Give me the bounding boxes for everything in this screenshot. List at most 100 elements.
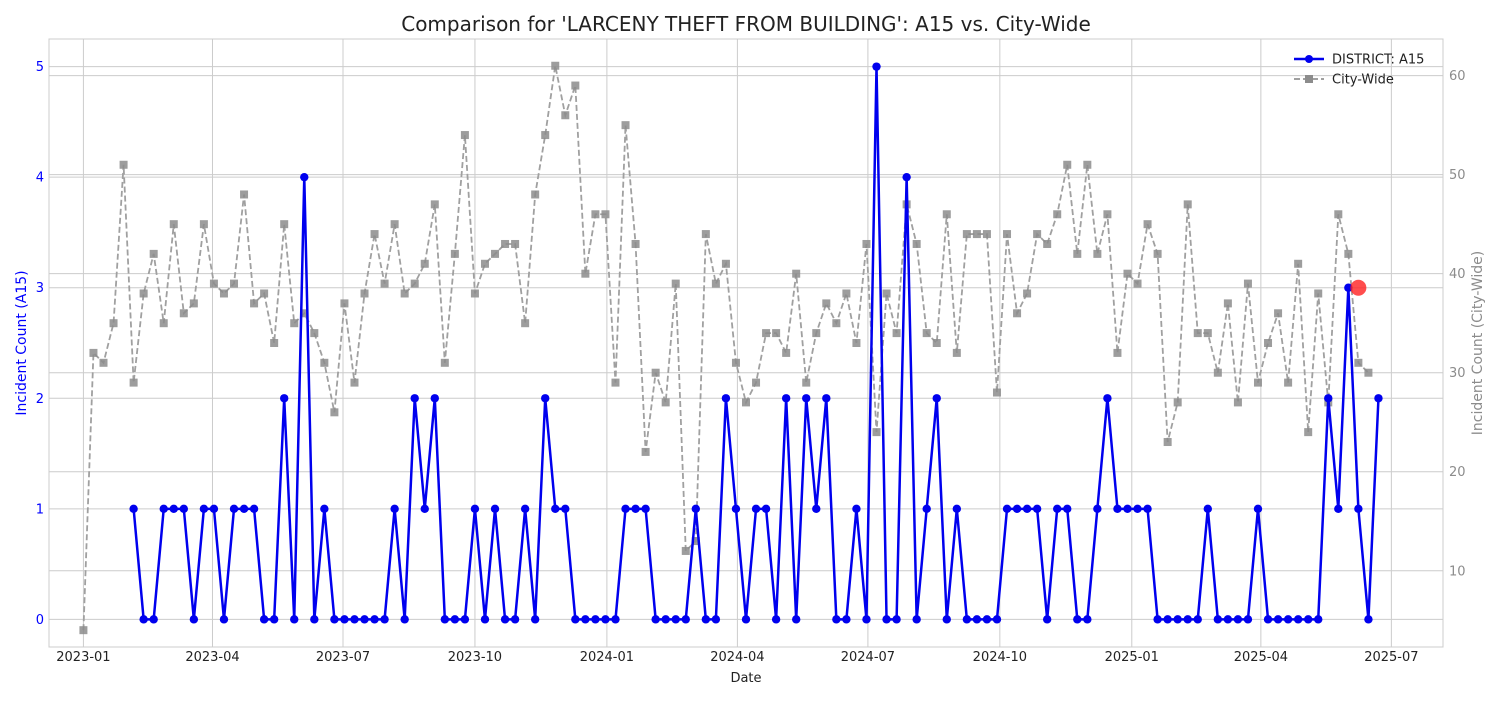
city-wide-point — [601, 210, 610, 219]
district-point — [1183, 615, 1192, 624]
district-point — [1324, 394, 1333, 403]
city-wide-point — [1213, 368, 1222, 377]
district-point — [500, 615, 510, 624]
city-wide-point — [1284, 378, 1293, 387]
district-point — [802, 394, 811, 403]
district-point — [229, 504, 239, 514]
district-point — [561, 504, 570, 514]
district-point — [149, 615, 158, 624]
city-wide-point — [762, 329, 771, 338]
district-point — [1263, 615, 1273, 624]
city-wide-point — [591, 210, 600, 219]
district-point — [1303, 615, 1313, 624]
city-wide-point — [1133, 279, 1142, 288]
x-tick-label: 2024-07 — [841, 650, 895, 665]
city-wide-point — [1063, 160, 1072, 169]
district-point — [1203, 504, 1213, 514]
city-wide-point — [1223, 299, 1232, 308]
city-wide-point — [1233, 398, 1242, 407]
city-wide-point — [320, 358, 329, 367]
city-wide-point — [1033, 230, 1042, 239]
district-point — [822, 394, 831, 403]
city-wide-point — [99, 358, 108, 367]
x-tick-label: 2024-04 — [710, 650, 764, 665]
district-point — [1334, 504, 1343, 514]
district-point — [1073, 615, 1082, 624]
district-point — [129, 504, 138, 514]
city-wide-point — [109, 319, 118, 328]
district-point — [450, 615, 460, 624]
district-point — [219, 615, 229, 624]
city-wide-point — [179, 309, 188, 318]
district-point — [520, 504, 530, 514]
city-wide-point — [1143, 220, 1152, 229]
district-point — [741, 615, 751, 624]
x-tick-label: 2024-01 — [580, 650, 634, 665]
district-point — [681, 615, 690, 624]
district-point — [1193, 615, 1202, 624]
city-wide-point — [1203, 329, 1212, 338]
district-point — [370, 615, 379, 624]
city-wide-point — [189, 299, 198, 308]
district-point — [310, 615, 319, 624]
city-wide-point — [330, 408, 339, 417]
city-wide-point — [1193, 329, 1202, 338]
plot-frame — [48, 38, 1444, 648]
district-point — [199, 504, 209, 514]
city-wide-point — [551, 61, 560, 70]
district-point — [1253, 504, 1263, 514]
district-point — [912, 615, 921, 624]
city-wide-point — [882, 289, 891, 298]
city-wide-point — [511, 239, 520, 248]
city-wide-point — [380, 279, 389, 288]
highlight — [1350, 279, 1367, 296]
district-point — [721, 394, 731, 403]
city-wide-point — [1093, 249, 1102, 258]
district-point — [1113, 504, 1122, 514]
city-wide-point — [79, 626, 88, 635]
city-wide-point — [1113, 348, 1122, 357]
city-wide-point — [129, 378, 138, 387]
district-point — [1042, 615, 1052, 624]
x-tick-label: 2023-07 — [316, 650, 370, 665]
district-point — [189, 615, 199, 624]
city-wide-point — [752, 378, 761, 387]
city-wide-point — [812, 329, 821, 338]
y-right-tick-label: 30 — [1449, 366, 1466, 381]
y-right-tick-label: 10 — [1449, 564, 1466, 579]
city-wide-point — [1103, 210, 1112, 219]
district-point — [1344, 283, 1353, 292]
district-point — [781, 394, 791, 403]
city-wide-point — [300, 309, 309, 318]
district-point — [711, 615, 721, 624]
district-point — [530, 615, 540, 624]
city-wide-point — [1123, 269, 1132, 278]
district-point — [862, 615, 871, 624]
district-point — [982, 615, 992, 624]
district-point — [470, 504, 480, 514]
district-point — [1293, 615, 1303, 624]
city-wide-point — [209, 279, 218, 288]
city-wide-point — [1013, 309, 1022, 318]
city-wide-point — [681, 546, 690, 555]
district-point — [551, 504, 560, 514]
city-wide-point — [982, 230, 991, 239]
district-point — [751, 504, 761, 514]
district-point — [882, 615, 891, 624]
district-point — [972, 615, 982, 624]
city-wide-point — [742, 398, 750, 407]
city-wide-point — [621, 121, 630, 130]
district-point — [892, 615, 901, 624]
district-point — [601, 615, 610, 624]
district-point — [1243, 615, 1253, 624]
series-city-wide — [79, 61, 1373, 635]
city-wide-point — [822, 299, 831, 308]
legend-label-district: DISTRICT: A15 — [1332, 53, 1424, 68]
city-wide-point — [842, 289, 851, 298]
city-wide-point — [400, 289, 409, 298]
legend-label-city: City-Wide — [1332, 73, 1394, 88]
city-wide-point — [139, 289, 148, 298]
district-point — [510, 615, 520, 624]
